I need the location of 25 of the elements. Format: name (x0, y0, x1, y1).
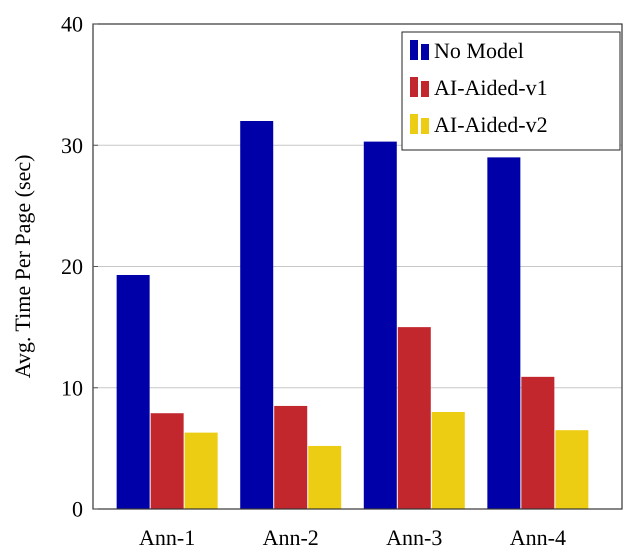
bar (274, 406, 308, 509)
bar (116, 274, 150, 509)
x-tick-label: Ann-1 (139, 525, 196, 550)
bar (240, 121, 274, 509)
bar (364, 142, 397, 509)
y-tick-label: 0 (72, 496, 83, 522)
y-tick-label: 20 (61, 254, 83, 280)
bar (555, 430, 588, 509)
bar (521, 376, 554, 509)
x-tick-label: Ann-3 (386, 525, 442, 550)
legend-label: AI-Aided-v1 (434, 75, 548, 100)
bar (398, 327, 431, 509)
x-tick-label: Ann-2 (262, 525, 319, 550)
bar (150, 413, 184, 509)
y-axis-title: Avg. Time Per Page (sec) (10, 154, 35, 378)
x-tick-label: Ann-4 (510, 525, 566, 550)
y-tick-label: 30 (61, 132, 83, 158)
bar (432, 412, 465, 509)
y-tick-label: 40 (61, 12, 83, 37)
bar (308, 446, 342, 509)
bar (487, 157, 520, 509)
bar (184, 432, 218, 509)
y-tick-label: 10 (61, 375, 83, 400)
legend-label: No Model (434, 38, 524, 63)
legend-label: AI-Aided-v2 (434, 112, 548, 137)
